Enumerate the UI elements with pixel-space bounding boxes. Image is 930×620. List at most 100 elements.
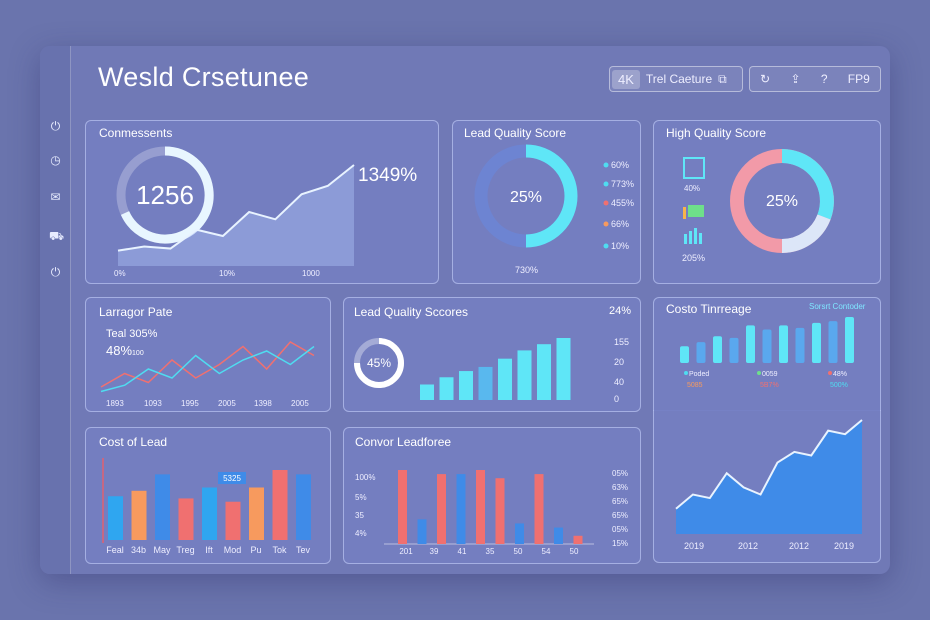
bar: [498, 358, 512, 400]
bar: [537, 344, 551, 400]
legend-label: 500%: [830, 382, 848, 389]
power-icon[interactable]: ⏻: [50, 119, 61, 133]
bar: [680, 346, 689, 363]
bar: [272, 470, 288, 540]
gauge-value: 1256: [136, 180, 194, 210]
panel-title: Convor Leadforee: [355, 435, 452, 449]
gauge-fill: [354, 338, 404, 388]
value-tag: [218, 472, 246, 484]
costo-bars: Poded 5085 0059 5B7% 48% 500%: [680, 317, 854, 389]
x-label: 1893: [106, 399, 124, 408]
x-label: 2019: [834, 541, 854, 551]
copy-icon[interactable]: ⧉: [718, 71, 727, 86]
bar: [439, 377, 454, 400]
bar: [534, 474, 544, 544]
panel-lead-quality-scores: Lead Quality Sccores 24% 45% 155 20 40 0: [343, 297, 641, 412]
trend-line: [117, 164, 355, 252]
clock-icon[interactable]: ◷: [50, 153, 61, 167]
panel-title: Larragor Pate: [99, 305, 173, 319]
x-label: 201: [399, 547, 413, 556]
stat-line-2: 48%100: [106, 343, 144, 358]
trend-area: [118, 165, 354, 266]
mail-icon[interactable]: ✉: [50, 190, 61, 204]
y-label: 155: [614, 337, 629, 347]
x-label: 2005: [218, 399, 236, 408]
bar: [515, 523, 524, 544]
legend-label: 5B7%: [760, 382, 779, 389]
bar: [476, 470, 485, 544]
x-label: 2012: [789, 541, 809, 551]
bar: [131, 490, 147, 540]
bar: [845, 317, 854, 363]
high-quality-donut: 40% 205% 25%: [682, 149, 834, 263]
gauge-value: 45%: [367, 356, 391, 370]
stat-label: 205%: [682, 253, 705, 263]
x-label: Feal: [106, 545, 124, 555]
bar-icon: [683, 207, 686, 219]
power-icon[interactable]: ⏻: [50, 265, 61, 279]
x-label: Tok: [272, 545, 287, 555]
panel-cost-of-lead: Cost of Lead 5325 Feal 34b May Treg Ift Mod Pu…: [85, 427, 331, 564]
series-cyan: [100, 345, 315, 393]
legend-dot: [684, 371, 688, 375]
x-label: 34b: [131, 545, 146, 555]
panel-title: Lead Quality Score: [464, 126, 567, 140]
donut-center: 25%: [510, 189, 542, 206]
car-icon[interactable]: ⛟: [49, 229, 65, 243]
stat-line-1: Teal 305%: [106, 328, 158, 340]
bar: [437, 474, 446, 544]
x-label: 2005: [291, 399, 309, 408]
x-label: Pu: [250, 545, 261, 555]
x-label: 35: [486, 547, 495, 556]
lead-quality-bars: 45% 155 20 40 0: [354, 337, 629, 404]
capture-toolbar[interactable]: 4K Trel Caeture ⧉: [609, 66, 743, 92]
area-chart: 2019 2012 2012 2019: [675, 419, 863, 551]
bar: [556, 338, 571, 400]
panel-area-trend: 2019 2012 2012 2019: [653, 410, 881, 563]
share-icon[interactable]: ⇪: [790, 72, 801, 86]
tools-toolbar[interactable]: ↻ ⇪ ? FP9: [749, 66, 881, 92]
bar: [828, 321, 838, 363]
panel-costo-tinrreage: Costo Tinrreage Sorsrt Contoder Poded 50…: [653, 297, 881, 411]
help-icon[interactable]: ?: [820, 72, 828, 86]
capture-label: Trel Caeture: [645, 72, 713, 86]
stat-suffix: 100: [132, 350, 144, 357]
4k-badge: 4K: [612, 69, 640, 89]
bar: [459, 371, 473, 400]
panel-subtitle: Sorsrt Contoder: [809, 302, 866, 311]
panel-conmessents: Conmessents 1256 1349% 0% 10% 1000: [85, 120, 439, 284]
panel-convor-leadforee: Convor Leadforee 100% 5% 35 4% 201 39 41 35…: [343, 427, 641, 564]
bar: [729, 337, 739, 363]
panel-title: Conmessents: [99, 126, 173, 140]
bar: [296, 474, 311, 540]
right-label: 15%: [612, 539, 628, 548]
tool-label: FP9: [847, 72, 870, 86]
x-label: 1398: [254, 399, 272, 408]
panel-high-quality-score: High Quality Score 40% 205% 25%: [653, 120, 881, 284]
bar: [554, 527, 563, 544]
conmessents-chart: 1256 1349% 0% 10% 1000: [114, 146, 417, 278]
area-front: [676, 420, 862, 534]
panel-title: Lead Quality Sccores: [354, 305, 469, 319]
bar-icon: [688, 205, 704, 217]
refresh-icon[interactable]: ↻: [760, 72, 771, 86]
bar: [398, 470, 407, 544]
lead-quality-donut: 25% 730% 60% 773% 455% 66% 10%: [474, 144, 634, 275]
x-label: 0%: [114, 269, 126, 278]
donut-center: 25%: [766, 193, 798, 210]
tag-label: 5325: [223, 474, 241, 483]
legend-label: 0059: [762, 371, 778, 378]
legend-label: 60%: [611, 160, 629, 170]
x-label: Tev: [296, 545, 311, 555]
bar: [495, 478, 505, 544]
bar: [417, 519, 427, 544]
x-label: Mod: [224, 545, 242, 555]
legend-dot: [757, 371, 761, 375]
x-label: Ift: [205, 545, 213, 555]
donut-slice: [525, 144, 578, 248]
bar: [420, 384, 434, 400]
bar: [155, 474, 170, 540]
right-label: 05%: [612, 469, 628, 478]
bar: [713, 336, 722, 363]
document-icon: [683, 157, 705, 179]
